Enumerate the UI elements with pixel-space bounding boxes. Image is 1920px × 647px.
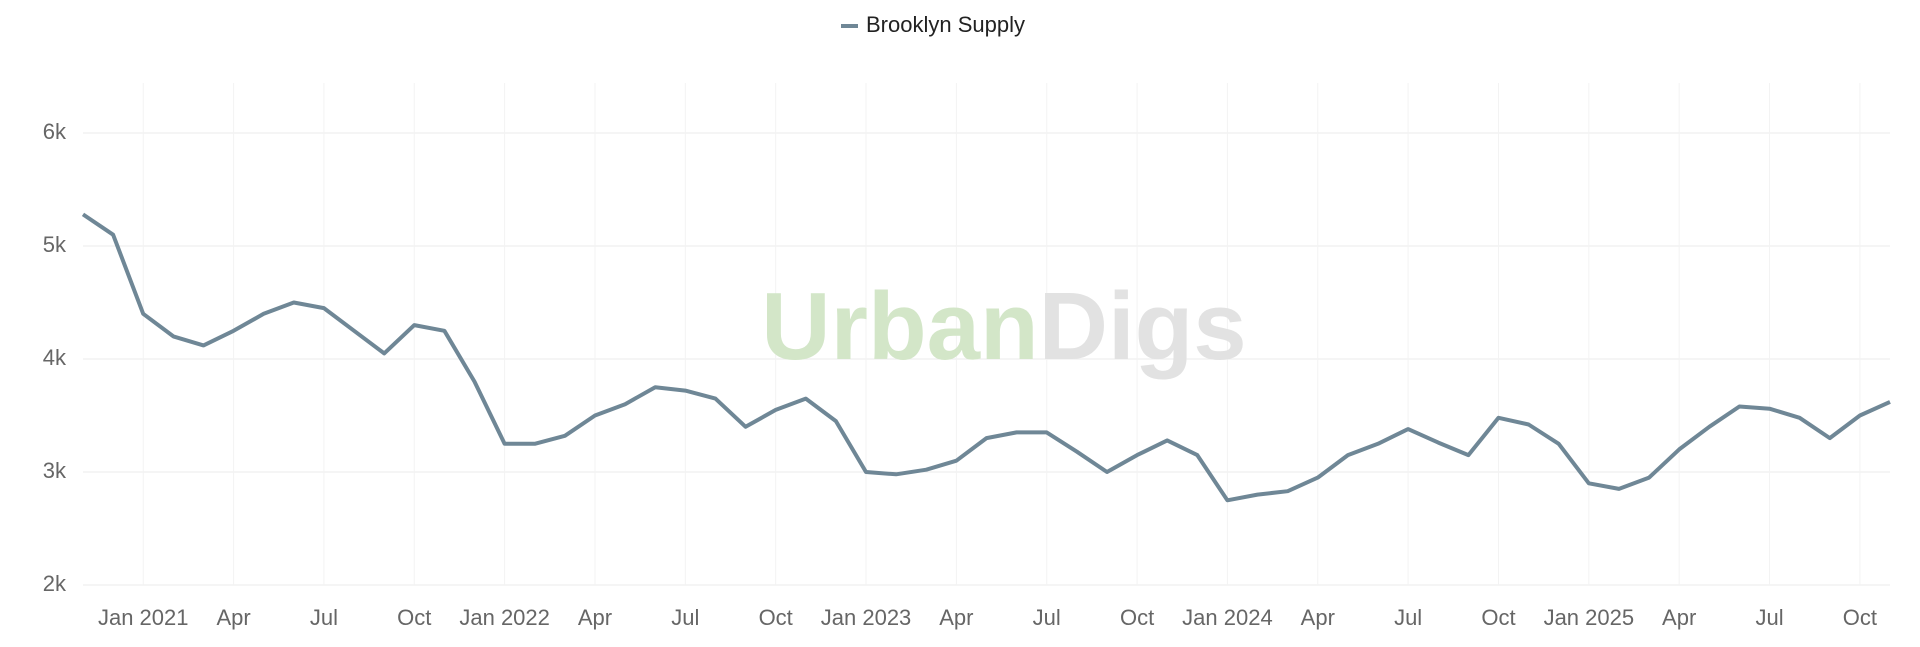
legend-text: Brooklyn Supply <box>866 12 1025 37</box>
x-tick-label: Jan 2022 <box>459 605 550 630</box>
watermark-part: Digs <box>1039 273 1247 380</box>
x-tick-label: Jul <box>671 605 699 630</box>
x-tick-label: Oct <box>1481 605 1515 630</box>
x-tick-label: Jan 2023 <box>821 605 912 630</box>
x-tick-label: Jul <box>1033 605 1061 630</box>
watermark-part: Urban <box>761 273 1038 380</box>
y-tick-label: 4k <box>43 345 67 370</box>
y-tick-label: 5k <box>43 232 67 257</box>
x-tick-label: Oct <box>1120 605 1154 630</box>
x-tick-label: Jan 2021 <box>98 605 189 630</box>
x-tick-label: Jan 2024 <box>1182 605 1273 630</box>
x-tick-label: Oct <box>1843 605 1877 630</box>
y-tick-label: 6k <box>43 119 67 144</box>
y-tick-label: 2k <box>43 571 67 596</box>
x-tick-label: Oct <box>759 605 793 630</box>
x-tick-label: Apr <box>578 605 612 630</box>
y-tick-label: 3k <box>43 458 67 483</box>
x-tick-label: Oct <box>397 605 431 630</box>
grid <box>83 83 1890 586</box>
line <box>81 212 1891 503</box>
x-tick-label: Jul <box>1394 605 1422 630</box>
x-tick-label: Jul <box>1755 605 1783 630</box>
watermark: UrbanDigs <box>761 273 1246 380</box>
x-tick-label: Apr <box>1301 605 1335 630</box>
x-tick-label: Apr <box>216 605 250 630</box>
x-tick-label: Jul <box>310 605 338 630</box>
x-tick-label: Apr <box>1662 605 1696 630</box>
x-tick-label: Apr <box>939 605 973 630</box>
x-tick-label: Jan 2025 <box>1544 605 1635 630</box>
